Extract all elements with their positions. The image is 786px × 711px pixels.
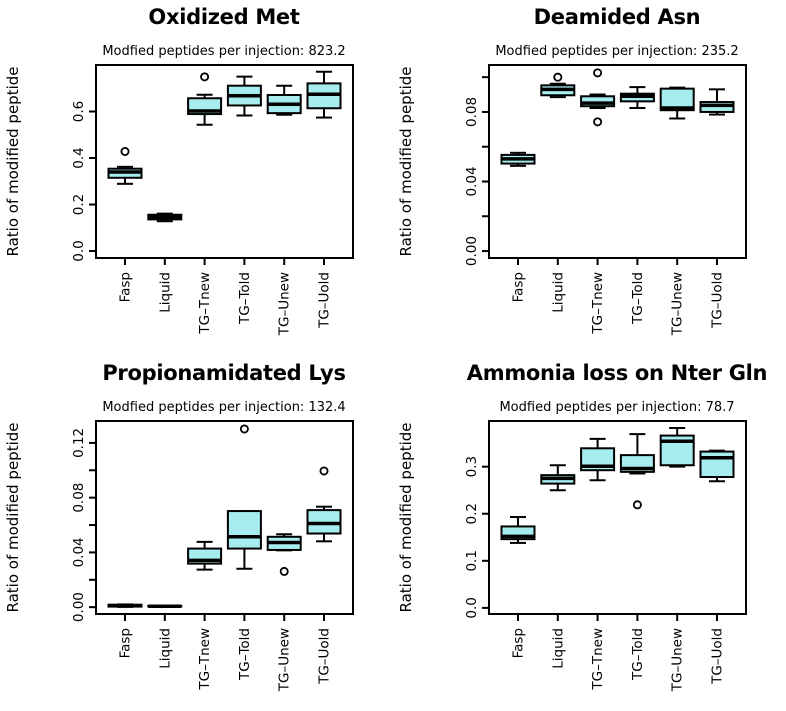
- box-rect: [226, 510, 262, 550]
- outlier-point: [593, 68, 603, 78]
- x-tick-label: Fasp: [511, 628, 527, 658]
- y-tick-label: 0.4: [71, 147, 87, 168]
- box-rect: [580, 95, 616, 108]
- x-tick-label: TG–Uold: [710, 272, 726, 329]
- y-tick-label: 0.04: [71, 537, 87, 567]
- outlier-point: [200, 72, 210, 82]
- x-tick-label: TG–Uold: [710, 628, 726, 685]
- outlier-point: [553, 72, 563, 82]
- x-tick-label: TG–Uold: [317, 272, 333, 329]
- outlier-point: [593, 117, 603, 127]
- x-tick-label: TG–Unew: [277, 272, 293, 336]
- plot-frame: [95, 420, 354, 615]
- outlier-point: [279, 566, 289, 576]
- y-tick-label: 0.0: [71, 240, 87, 261]
- x-tick-label: TG–Tnew: [197, 628, 213, 691]
- outlier-point: [319, 466, 329, 476]
- x-tick-label: TG–Told: [630, 628, 646, 681]
- box-rect: [699, 450, 735, 479]
- y-tick-label: 0.00: [464, 236, 480, 266]
- y-tick-label: 0.1: [464, 550, 480, 571]
- boxplot-canvas-deamided-asn: 0.00 0.04 0.08 Fasp Liquid TG–Tnew TG–Told TG–U…: [464, 64, 747, 336]
- panel-propionamidated-lys: Propionamidated Lys Modfied peptides per…: [0, 356, 393, 711]
- y-tick-label: 0.08: [464, 97, 480, 127]
- x-tick-label: TG–Told: [237, 628, 253, 681]
- x-tick-label: Fasp: [118, 272, 134, 302]
- boxplot-canvas-oxidized-met: 0.0 0.2 0.4 0.6 Fasp Liquid TG–Tnew TG–Told TG–U…: [71, 64, 354, 336]
- x-tick-label: TG–Unew: [670, 272, 686, 336]
- x-tick-label: TG–Tnew: [590, 628, 606, 691]
- boxplot-canvas-propionamidated-lys: 0.00 0.04 0.08 0.12 Fasp Liquid TG–Tnew TG–Told…: [71, 420, 354, 692]
- y-tick-label: 0.12: [71, 428, 87, 458]
- panel-title: Oxidized Met: [148, 5, 300, 29]
- panel-ammonia-loss: Ammonia loss on Nter Gln Modfied peptide…: [393, 356, 786, 711]
- x-tick-label: TG–Told: [630, 272, 646, 325]
- y-tick-label: 0.08: [71, 483, 87, 513]
- boxplot-canvas-ammonia-loss: 0.0 0.1 0.2 0.3 Fasp Liquid TG–Tnew TG–Told TG–U…: [464, 420, 747, 692]
- x-tick-label: TG–Told: [237, 272, 253, 325]
- x-tick-label: TG–Unew: [670, 628, 686, 692]
- x-tick-label: TG–Tnew: [590, 272, 606, 335]
- x-tick-label: Fasp: [118, 628, 134, 658]
- panel-subtitle: Modfied peptides per injection: 78.7: [499, 400, 735, 415]
- y-tick-label: 0.2: [71, 194, 87, 215]
- y-tick-label: 0.2: [464, 503, 480, 524]
- panel-title: Ammonia loss on Nter Gln: [466, 361, 768, 385]
- x-tick-label: TG–Uold: [317, 628, 333, 685]
- panel-subtitle: Modfied peptides per injection: 235.2: [495, 44, 739, 59]
- outlier-point: [120, 147, 130, 157]
- x-tick-label: Liquid: [550, 272, 566, 313]
- x-tick-label: Liquid: [157, 272, 173, 313]
- y-tick-label: 0.6: [71, 101, 87, 122]
- panel-title: Propionamidated Lys: [102, 361, 346, 385]
- x-tick-label: Liquid: [550, 628, 566, 669]
- x-tick-label: Liquid: [157, 628, 173, 669]
- panel-deamided-asn: Deamided Asn Modfied peptides per inject…: [393, 0, 786, 355]
- x-tick-label: Fasp: [511, 272, 527, 302]
- box-rect: [659, 87, 695, 112]
- plot-frame: [95, 64, 354, 259]
- panel-subtitle: Modfied peptides per injection: 132.4: [102, 400, 346, 415]
- panel-subtitle: Modfied peptides per injection: 823.2: [102, 44, 346, 59]
- y-tick-label: 0.0: [464, 597, 480, 618]
- plot-frame: [488, 420, 747, 615]
- outlier-point: [239, 424, 249, 434]
- panel-title: Deamided Asn: [533, 5, 701, 29]
- y-tick-label: 0.00: [71, 592, 87, 622]
- y-tick-label: 0.3: [464, 456, 480, 477]
- plot-frame: [488, 64, 747, 259]
- outlier-point: [632, 500, 642, 510]
- y-tick-label: 0.04: [464, 166, 480, 196]
- x-tick-label: TG–Tnew: [197, 272, 213, 335]
- panel-oxidized-met: Oxidized Met Modfied peptides per inject…: [0, 0, 393, 355]
- x-tick-label: TG–Unew: [277, 628, 293, 692]
